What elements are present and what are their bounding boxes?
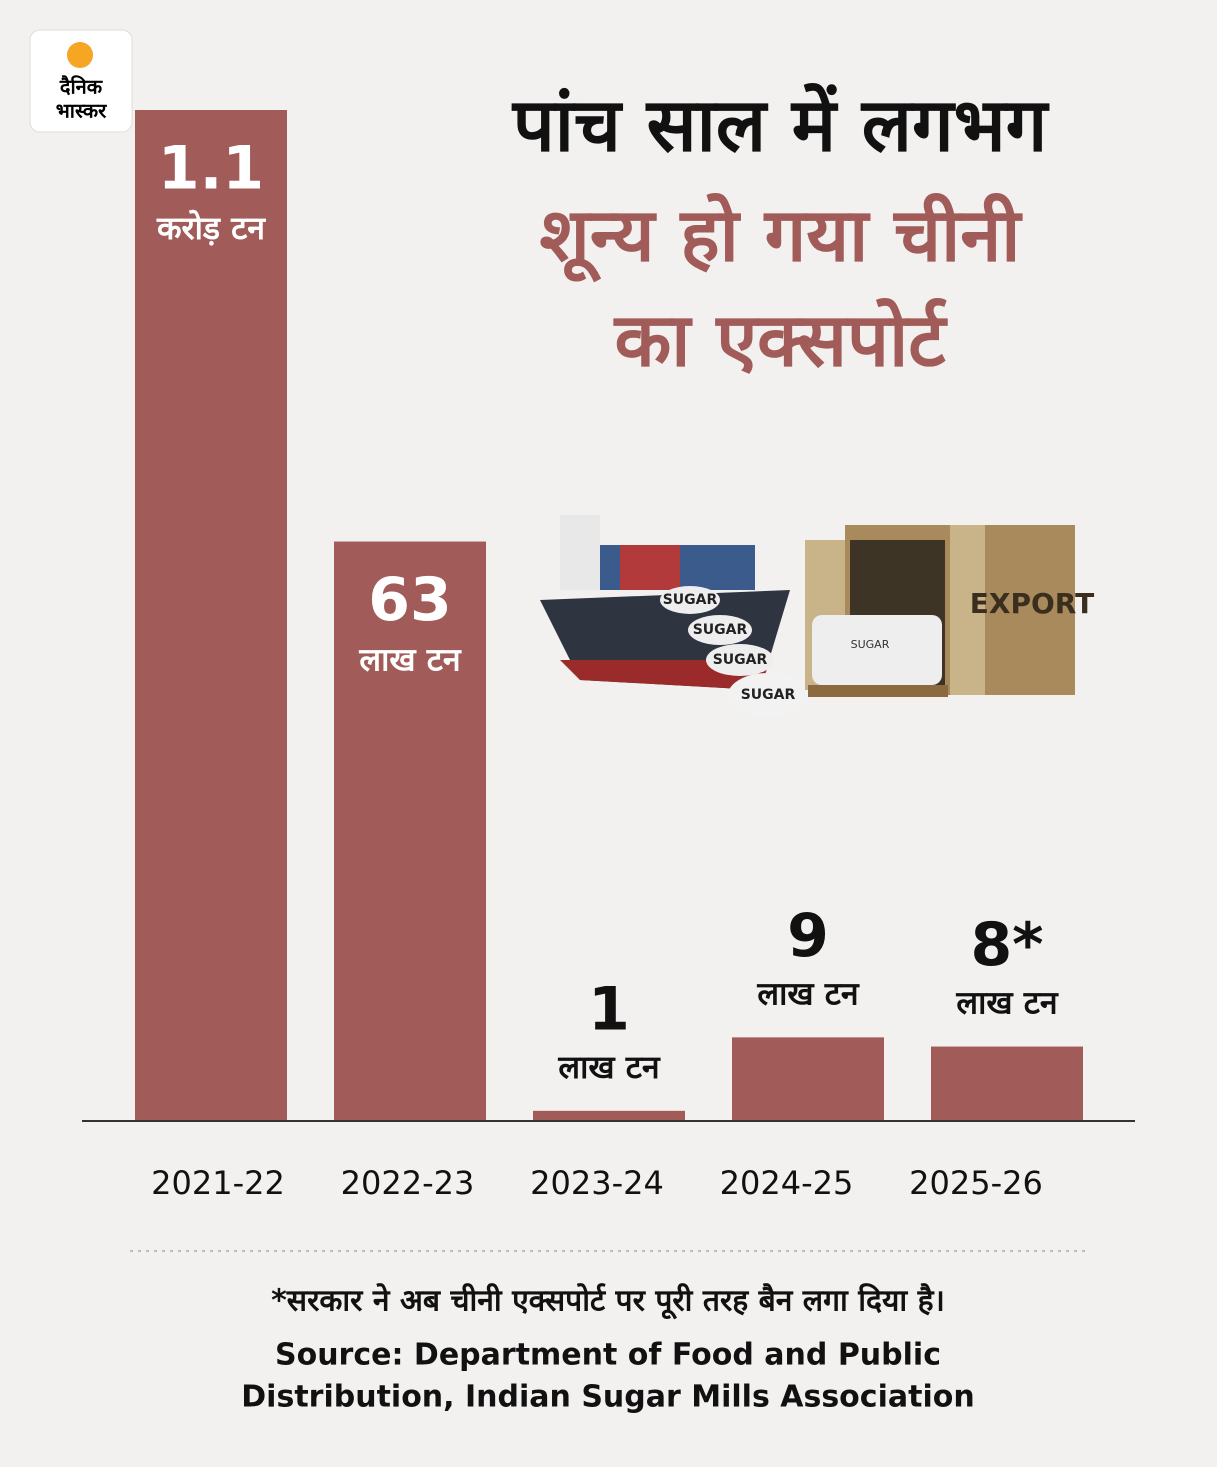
value-label: 1.1 [158, 134, 264, 204]
bag [728, 673, 808, 717]
x-tick-label: 2024-25 [720, 1164, 854, 1202]
logo-text: भास्कर [56, 99, 107, 123]
bag-label: SUGAR [663, 592, 718, 608]
bar [135, 110, 287, 1120]
logo: दैनिक भास्कर [29, 29, 133, 133]
logo-text: दैनिक [59, 75, 104, 99]
unit-label: करोड़ टन [156, 209, 266, 247]
unit-label: लाख टन [358, 641, 461, 679]
bag-label: SUGAR [693, 622, 748, 638]
bag-stack [812, 615, 942, 685]
illustration: SUGAR SUGAR SUGAR SUGAR EXPORT SUGAR [540, 515, 1094, 717]
bar [931, 1046, 1083, 1120]
source: Distribution, Indian Sugar Mills Associa… [241, 1380, 974, 1415]
bag [706, 644, 774, 676]
x-tick-label: 2021-22 [151, 1164, 285, 1202]
bag [688, 615, 752, 645]
value-label: 63 [368, 565, 452, 635]
unit-label: लाख टन [756, 974, 859, 1012]
container-label: EXPORT [970, 587, 1094, 620]
pallet [808, 685, 948, 697]
title-line: का एक्सपोर्ट [612, 298, 948, 384]
bag [660, 586, 720, 614]
unit-label: लाख टन [557, 1048, 660, 1086]
title-line: पांच साल में लगभग [511, 83, 1050, 169]
bar [533, 1110, 685, 1120]
value-label: 9 [787, 901, 829, 971]
ship-bridge [560, 515, 600, 590]
note: *सरकार ने अब चीनी एक्सपोर्ट पर पूरी तरह … [271, 1283, 945, 1320]
x-tick-label: 2025-26 [909, 1164, 1043, 1202]
bag-label: SUGAR [713, 652, 768, 668]
container-door [950, 525, 985, 695]
title-line: शून्य हो गया चीनी [540, 193, 1024, 283]
x-tick-label: 2022-23 [341, 1164, 475, 1202]
containers [620, 545, 680, 590]
value-label: 1 [588, 974, 630, 1044]
bar [732, 1037, 884, 1120]
unit-label: लाख टन [955, 984, 1058, 1022]
bag-label: SUGAR [851, 638, 890, 651]
logo-box [29, 29, 133, 133]
source: Source: Department of Food and Public [275, 1338, 941, 1373]
logo-sun [67, 42, 93, 68]
bag-label: SUGAR [741, 687, 796, 703]
x-tick-label: 2023-24 [530, 1164, 664, 1202]
value-label: 8* [970, 910, 1043, 980]
bar [334, 541, 486, 1120]
